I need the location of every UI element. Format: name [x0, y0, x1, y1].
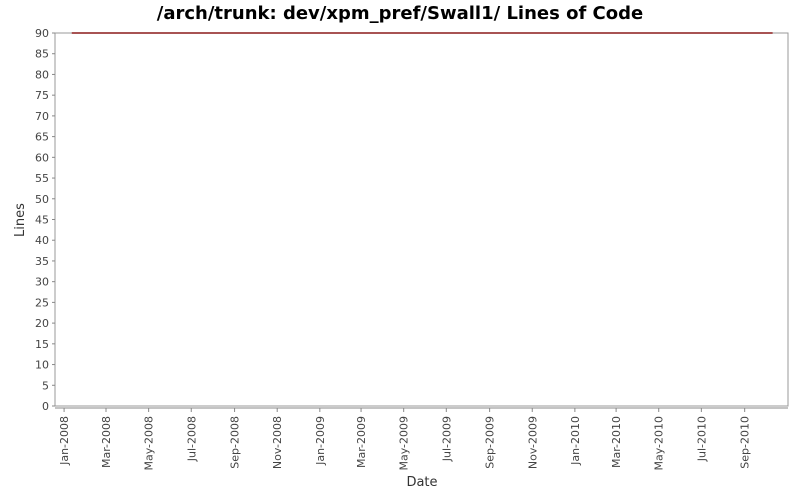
x-tick-label: May-2009	[398, 416, 411, 471]
y-tick-label: 25	[35, 296, 49, 309]
y-tick-label: 75	[35, 89, 49, 102]
x-tick-label: Mar-2009	[355, 416, 368, 468]
x-tick-label: Jul-2008	[185, 416, 198, 462]
y-tick-label: 45	[35, 214, 49, 227]
y-tick-label: 50	[35, 193, 49, 206]
x-tick-label: Sep-2009	[484, 416, 497, 469]
y-tick-label: 80	[35, 68, 49, 81]
y-tick-label: 40	[35, 234, 49, 247]
y-tick-label: 35	[35, 255, 49, 268]
x-tick-label: Nov-2009	[526, 416, 539, 469]
y-tick-label: 20	[35, 317, 49, 330]
x-tick-label: Nov-2008	[271, 416, 284, 469]
y-tick-label: 65	[35, 131, 49, 144]
plot-area	[54, 32, 789, 407]
y-tick-label: 85	[35, 48, 49, 61]
y-axis-label: Lines	[13, 203, 28, 237]
x-tick-label: Jan-2008	[58, 416, 71, 466]
x-tick-label: Jul-2010	[695, 416, 708, 462]
y-tick-label: 15	[35, 338, 49, 351]
x-tick-label: Sep-2008	[229, 416, 242, 469]
x-axis-label: Date	[406, 475, 437, 490]
y-tick-label: 0	[42, 400, 49, 413]
x-tick-label: May-2008	[143, 416, 156, 471]
x-tick-label: Mar-2008	[100, 416, 113, 468]
chart-title: /arch/trunk: dev/xpm_pref/Swall1/ Lines …	[157, 3, 643, 24]
y-tick-label: 30	[35, 276, 49, 289]
y-tick-label: 60	[35, 151, 49, 164]
x-tick-label: May-2010	[653, 416, 666, 471]
x-tick-label: Jul-2009	[440, 416, 453, 462]
y-tick-label: 90	[35, 27, 49, 40]
x-tick-label: Sep-2010	[739, 416, 752, 469]
x-tick-label: Mar-2010	[610, 416, 623, 468]
y-tick-label: 10	[35, 359, 49, 372]
y-tick-label: 70	[35, 110, 49, 123]
x-tick-label: Jan-2009	[314, 416, 327, 466]
y-tick-label: 5	[42, 379, 49, 392]
y-tick-label: 55	[35, 172, 49, 185]
x-tick-label: Jan-2010	[569, 416, 582, 466]
